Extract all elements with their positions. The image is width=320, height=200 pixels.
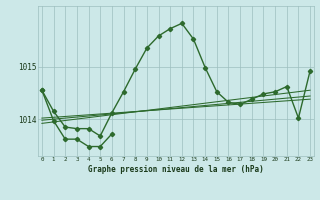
- X-axis label: Graphe pression niveau de la mer (hPa): Graphe pression niveau de la mer (hPa): [88, 165, 264, 174]
